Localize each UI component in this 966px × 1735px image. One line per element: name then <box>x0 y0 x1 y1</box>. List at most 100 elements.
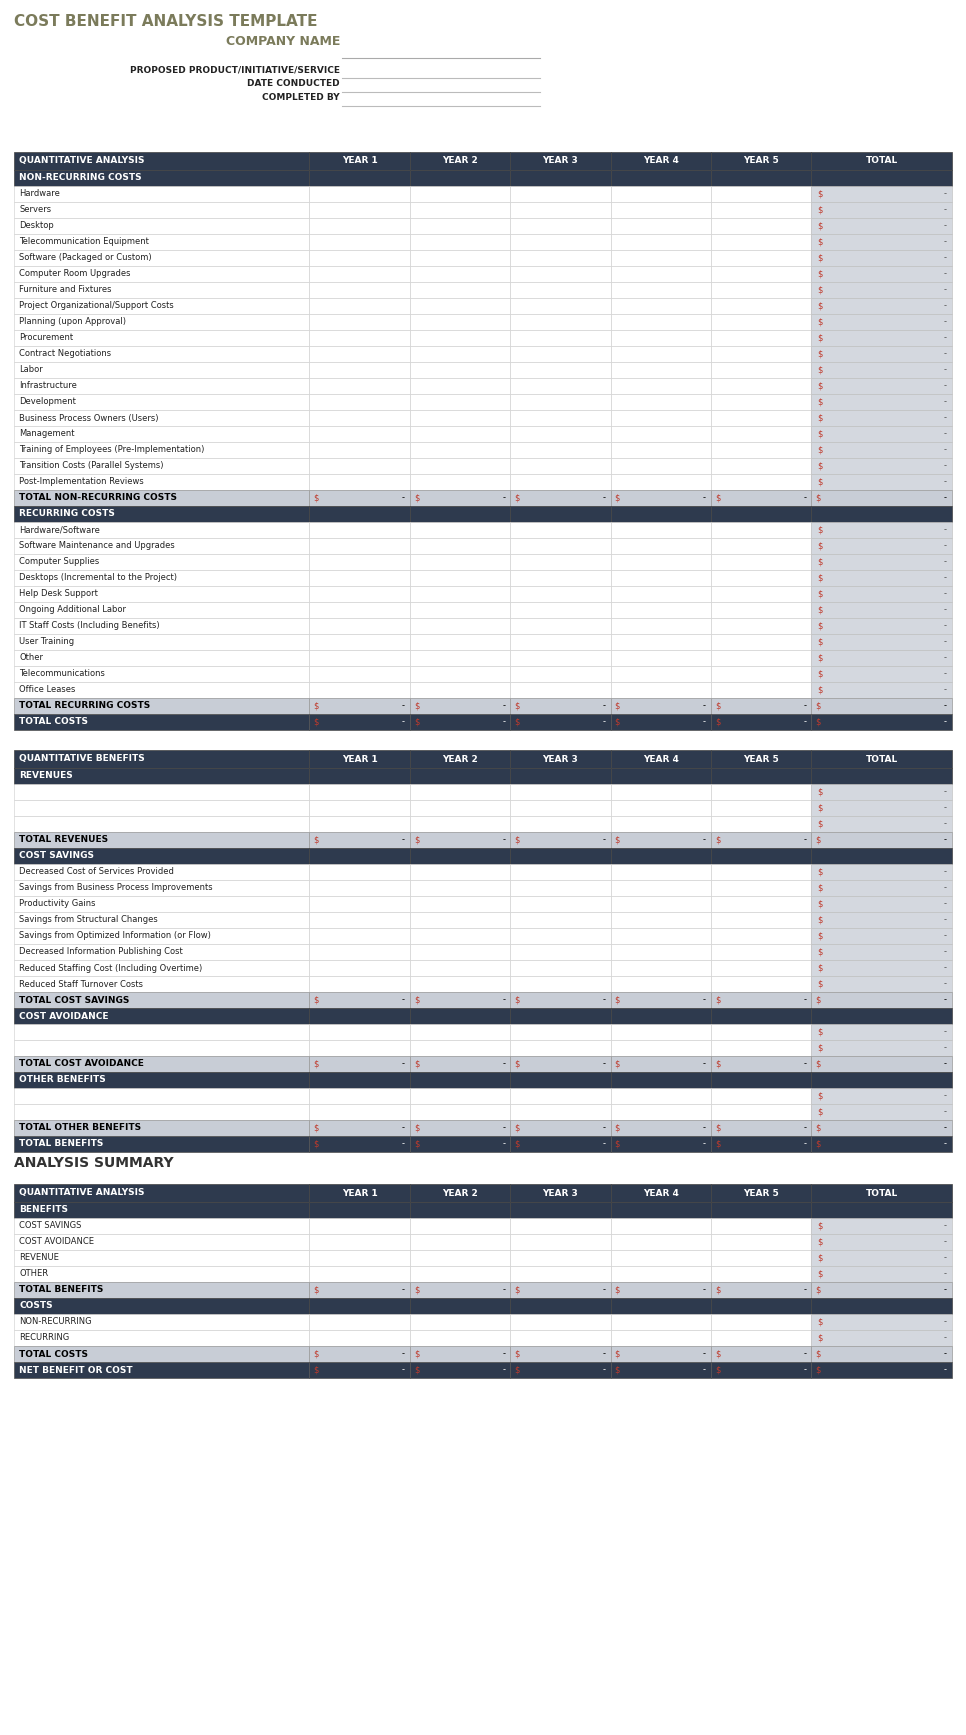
Bar <box>309 1057 410 1072</box>
Bar <box>410 201 510 219</box>
Text: TOTAL RECURRING COSTS: TOTAL RECURRING COSTS <box>19 701 151 711</box>
Text: $: $ <box>817 803 823 812</box>
Bar <box>14 458 309 474</box>
Text: $: $ <box>614 701 620 711</box>
Text: -: - <box>944 996 947 1005</box>
Bar <box>410 186 510 201</box>
Text: -: - <box>703 1350 706 1359</box>
Bar <box>309 1298 410 1313</box>
Bar <box>611 234 711 250</box>
Bar <box>14 314 309 330</box>
Bar <box>410 784 510 800</box>
Bar <box>510 1088 611 1103</box>
Text: -: - <box>944 333 947 342</box>
Bar <box>611 697 711 715</box>
Text: -: - <box>944 899 947 909</box>
Text: -: - <box>944 963 947 973</box>
Text: -: - <box>402 1124 405 1133</box>
Text: -: - <box>502 1124 505 1133</box>
Text: -: - <box>502 836 505 845</box>
Bar <box>410 1088 510 1103</box>
Text: $: $ <box>817 1270 823 1279</box>
Text: -: - <box>804 1286 807 1294</box>
Bar <box>811 553 952 571</box>
Bar <box>14 666 309 682</box>
Bar <box>711 633 811 651</box>
Bar <box>14 602 309 618</box>
Bar <box>14 394 309 409</box>
Text: $: $ <box>815 1365 821 1374</box>
Bar <box>611 602 711 618</box>
Bar <box>510 1103 611 1121</box>
Bar <box>510 1183 611 1202</box>
Bar <box>711 848 811 864</box>
Bar <box>309 153 410 170</box>
Bar <box>410 928 510 944</box>
Text: YEAR 3: YEAR 3 <box>543 1188 579 1197</box>
Bar <box>611 1024 711 1039</box>
Text: -: - <box>944 1140 947 1149</box>
Bar <box>611 474 711 489</box>
Text: QUANTITATIVE ANALYSIS: QUANTITATIVE ANALYSIS <box>19 1188 145 1197</box>
Bar <box>510 186 611 201</box>
Text: -: - <box>804 1140 807 1149</box>
Text: $: $ <box>815 1140 821 1149</box>
Text: ANALYSIS SUMMARY: ANALYSIS SUMMARY <box>14 1156 174 1169</box>
Text: Software (Packaged or Custom): Software (Packaged or Custom) <box>19 253 152 262</box>
Text: $: $ <box>815 996 821 1005</box>
Text: -: - <box>944 1091 947 1100</box>
Bar <box>811 250 952 265</box>
Text: -: - <box>402 996 405 1005</box>
Bar <box>309 522 410 538</box>
Bar <box>309 944 410 959</box>
Bar <box>14 750 309 769</box>
Bar <box>611 330 711 345</box>
Bar <box>711 666 811 682</box>
Text: $: $ <box>514 1286 520 1294</box>
Bar <box>14 880 309 895</box>
Bar <box>611 1234 711 1249</box>
Bar <box>410 586 510 602</box>
Bar <box>811 895 952 913</box>
Bar <box>811 363 952 378</box>
Bar <box>811 715 952 730</box>
Text: $: $ <box>514 718 520 727</box>
Text: Reduced Staff Turnover Costs: Reduced Staff Turnover Costs <box>19 980 143 989</box>
Bar <box>711 1313 811 1331</box>
Text: -: - <box>603 493 606 503</box>
Bar <box>510 314 611 330</box>
Text: TOTAL: TOTAL <box>866 755 897 763</box>
Bar <box>711 864 811 880</box>
Bar <box>309 1072 410 1088</box>
Bar <box>410 345 510 363</box>
Text: OTHER: OTHER <box>19 1270 48 1279</box>
Bar <box>711 815 811 833</box>
Bar <box>410 219 510 234</box>
Bar <box>811 1183 952 1202</box>
Bar <box>410 1039 510 1057</box>
Bar <box>309 1121 410 1136</box>
Text: TOTAL COSTS: TOTAL COSTS <box>19 1350 88 1359</box>
Text: $: $ <box>413 1124 419 1133</box>
Text: -: - <box>703 1365 706 1374</box>
Bar <box>14 977 309 992</box>
Bar <box>410 697 510 715</box>
Bar <box>711 1183 811 1202</box>
Text: -: - <box>944 269 947 279</box>
Bar <box>811 298 952 314</box>
Text: -: - <box>944 1365 947 1374</box>
Bar <box>309 715 410 730</box>
Bar <box>711 602 811 618</box>
Bar <box>14 1202 309 1218</box>
Bar <box>510 1057 611 1072</box>
Text: Post-Implementation Reviews: Post-Implementation Reviews <box>19 477 144 486</box>
Bar <box>410 1121 510 1136</box>
Bar <box>811 666 952 682</box>
Bar <box>410 1362 510 1378</box>
Bar <box>811 1024 952 1039</box>
Bar <box>14 1298 309 1313</box>
Bar <box>711 378 811 394</box>
Bar <box>410 442 510 458</box>
Bar <box>14 1024 309 1039</box>
Text: $: $ <box>817 557 823 567</box>
